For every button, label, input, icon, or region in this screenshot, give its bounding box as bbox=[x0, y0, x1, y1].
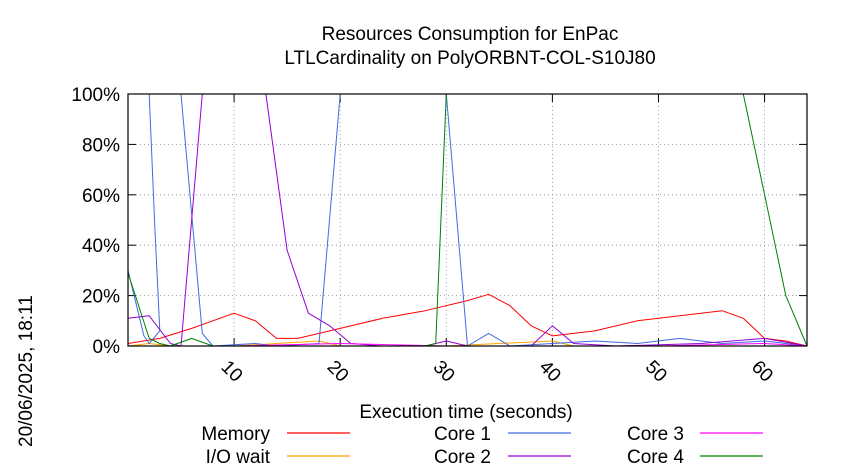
series-line-core-4 bbox=[127, 93, 808, 347]
y-tick-label: 60% bbox=[82, 186, 120, 207]
timestamp: 20/06/2025, 18:11 bbox=[16, 295, 37, 447]
chart-subtitle: LTLCardinality on PolyORBNT-COL-S10J80 bbox=[284, 48, 655, 69]
series-line-core-2 bbox=[127, 93, 808, 347]
x-tick-label: 60 bbox=[747, 357, 777, 387]
series-line-memory bbox=[127, 293, 808, 347]
x-tick-label: 20 bbox=[323, 357, 353, 387]
legend-label-core-4: Core 4 bbox=[627, 447, 684, 468]
y-tick-label: 100% bbox=[71, 85, 120, 106]
legend-label-core-3: Core 3 bbox=[627, 424, 684, 445]
series-line-core-1 bbox=[127, 93, 808, 347]
x-tick-label: 50 bbox=[641, 357, 671, 387]
chart-title: Resources Consumption for EnPac bbox=[322, 24, 619, 45]
y-tick-label: 20% bbox=[82, 287, 120, 308]
legend-label-core-2: Core 2 bbox=[434, 447, 491, 468]
legend-label-i-o-wait: I/O wait bbox=[206, 447, 271, 468]
x-tick-label: 40 bbox=[535, 357, 565, 387]
legend-label-core-1: Core 1 bbox=[434, 424, 491, 445]
legend-label-memory: Memory bbox=[201, 424, 270, 445]
x-tick-label: 10 bbox=[217, 357, 247, 387]
y-tick-label: 80% bbox=[82, 135, 120, 156]
y-tick-label: 0% bbox=[93, 337, 121, 358]
series-lines bbox=[127, 93, 808, 347]
grid bbox=[128, 94, 807, 346]
x-axis-label: Execution time (seconds) bbox=[359, 402, 572, 423]
y-tick-label: 40% bbox=[82, 236, 120, 257]
x-tick-label: 30 bbox=[429, 357, 459, 387]
plot-frame bbox=[127, 93, 808, 347]
